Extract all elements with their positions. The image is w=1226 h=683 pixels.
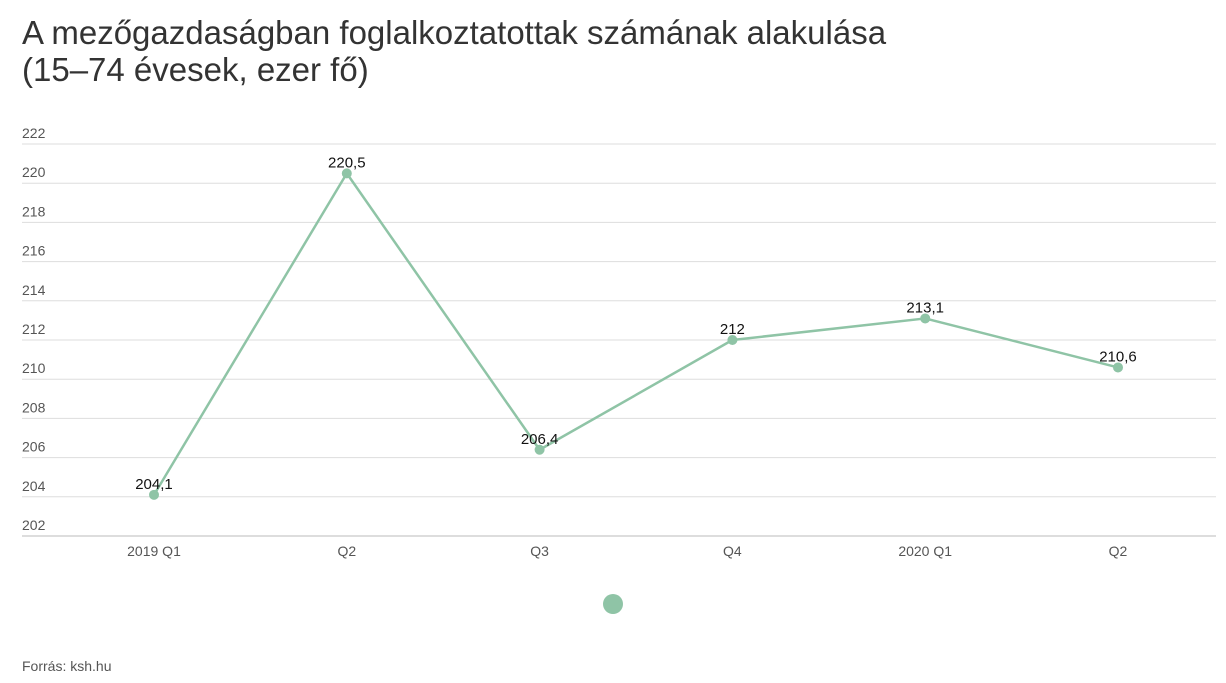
data-point[interactable] [149,489,159,500]
series-group [149,168,1123,500]
x-tick-label: Q3 [530,543,549,559]
y-tick-label: 214 [22,282,46,298]
x-tick-label: Q4 [723,543,742,559]
y-axis-ticks: 222 220 218 216 214 212 210 208 206 204 202 [22,125,46,533]
data-labels: 204,1 220,5 206,4 212 213,1 210,6 [135,154,1137,492]
x-tick-label: 2019 Q1 [127,543,181,559]
chart-title: A mezőgazdaságban foglalkoztatottak szám… [22,14,1202,88]
data-label: 220,5 [328,154,366,171]
data-point[interactable] [727,335,738,345]
x-tick-label: Q2 [1109,543,1128,559]
y-tick-label: 206 [22,439,46,455]
line-chart: 222 220 218 216 214 212 210 208 206 204 202 2019 Q… [22,125,1216,559]
y-tick-label: 202 [22,517,46,533]
legend-marker[interactable] [603,594,623,614]
data-point[interactable] [341,168,352,179]
data-label: 206,4 [521,431,559,448]
data-label: 212 [720,321,745,338]
y-tick-label: 222 [22,125,46,141]
y-tick-label: 204 [22,478,46,494]
y-tick-label: 216 [22,243,46,259]
data-point[interactable] [920,313,931,324]
y-tick-label: 208 [22,399,46,415]
series-line [152,172,1119,496]
source-note: Forrás: ksh.hu [22,658,112,674]
data-point[interactable] [1113,362,1123,373]
data-label: 210,6 [1099,348,1137,365]
y-tick-label: 220 [22,164,46,180]
data-point[interactable] [534,444,545,455]
x-tick-label: Q2 [337,543,356,559]
chart-title-main: A mezőgazdaságban foglalkoztatottak szám… [22,14,887,51]
y-tick-label: 218 [22,203,46,219]
y-tick-label: 210 [22,360,46,376]
data-label: 213,1 [906,299,944,316]
gridlines [22,143,1216,537]
data-label: 204,1 [135,476,173,493]
chart-subtitle: (15–74 évesek, ezer fő) [22,51,369,88]
x-axis-ticks: 2019 Q1 Q2 Q3 Q4 2020 Q1 Q2 [127,543,1127,559]
x-tick-label: 2020 Q1 [898,543,952,559]
y-tick-label: 212 [22,321,46,337]
